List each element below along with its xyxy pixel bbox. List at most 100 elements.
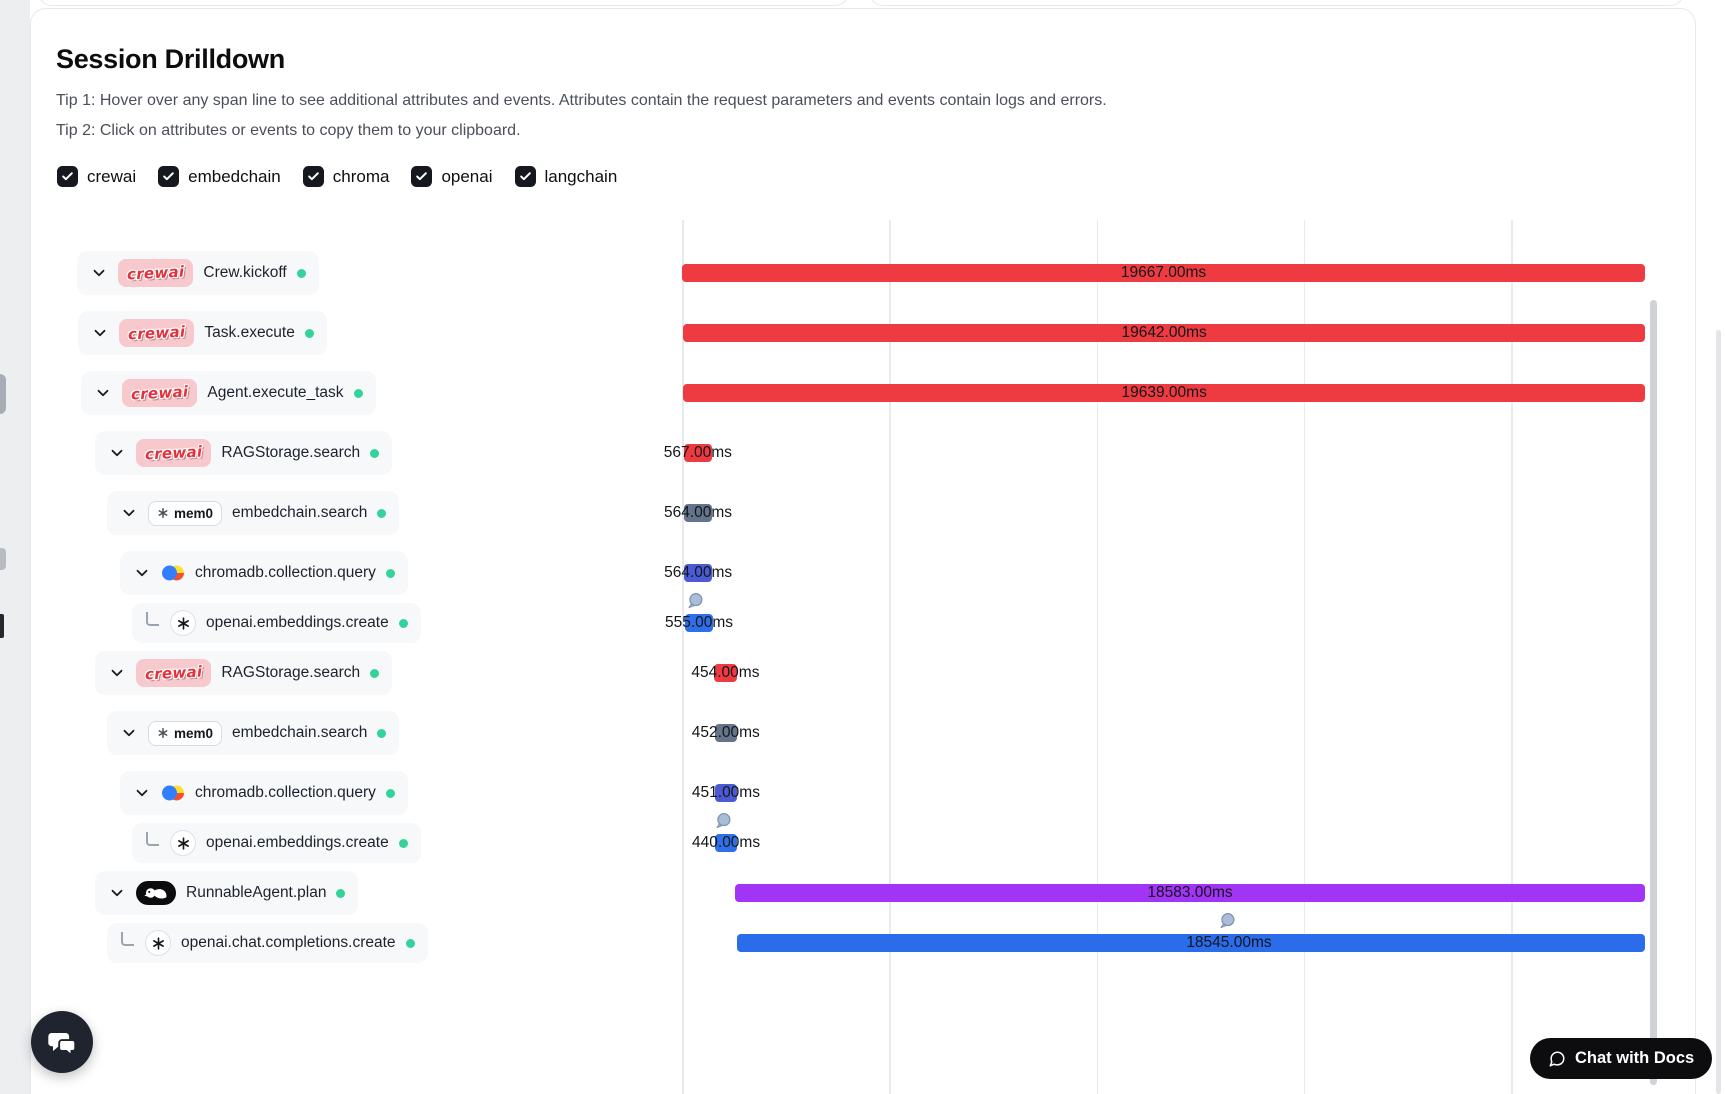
span-duration-bar[interactable] xyxy=(684,564,712,582)
span-duration-bar[interactable] xyxy=(684,504,712,522)
filter-label: chroma xyxy=(332,166,390,186)
span-pill[interactable]: crewai Task.execute xyxy=(78,311,327,355)
span-name: embedchain.search xyxy=(232,504,368,521)
filter-langchain[interactable]: langchain xyxy=(514,166,618,187)
chevron-down-icon[interactable] xyxy=(133,564,151,582)
checkbox-chroma[interactable] xyxy=(302,166,324,187)
span-pill[interactable]: mem0 embedchain.search xyxy=(107,491,400,535)
crewai-logo-badge: crewai xyxy=(136,439,212,467)
span-duration-bar[interactable] xyxy=(683,444,712,462)
span-duration-bar[interactable] xyxy=(714,664,737,682)
filter-chroma[interactable]: chroma xyxy=(302,166,390,187)
span-name: chromadb.collection.query xyxy=(195,784,376,801)
span-name: openai.embeddings.create xyxy=(206,834,389,851)
chevron-down-icon[interactable] xyxy=(133,784,151,802)
check-icon xyxy=(307,172,319,181)
status-dot xyxy=(304,328,314,338)
mem0-logo-badge: mem0 xyxy=(148,720,223,746)
span-duration-bar[interactable] xyxy=(736,934,1645,952)
filter-crewai[interactable]: crewai xyxy=(57,166,136,187)
chat-icon xyxy=(1549,1050,1565,1066)
chevron-down-icon[interactable] xyxy=(120,724,138,742)
span-duration-bar[interactable] xyxy=(683,324,1645,342)
checkbox-openai[interactable] xyxy=(411,166,433,187)
chart-scrollbar-thumb[interactable] xyxy=(1650,300,1657,1085)
page-title: Session Drilldown xyxy=(56,44,285,74)
chevron-down-icon[interactable] xyxy=(90,264,108,282)
chevron-down-icon[interactable] xyxy=(91,324,109,342)
span-duration-bar[interactable] xyxy=(715,834,737,852)
event-bubble-icon[interactable] xyxy=(1218,912,1236,935)
span-pill[interactable]: openai.chat.completions.create xyxy=(107,923,428,963)
chevron-down-icon[interactable] xyxy=(94,384,112,402)
sidebar-fragment-icon xyxy=(0,374,6,414)
span-duration-bar[interactable] xyxy=(714,784,737,802)
span-pill[interactable]: chromadb.collection.query xyxy=(120,551,408,595)
timeline-gridline xyxy=(1096,220,1098,1094)
filter-label: openai xyxy=(441,166,493,186)
span-pill[interactable]: crewai Agent.execute_task xyxy=(81,371,376,415)
mem0-logo-icon xyxy=(158,728,168,738)
status-dot xyxy=(377,728,387,738)
crewai-logo-badge: crewai xyxy=(136,659,212,687)
span-duration-bar[interactable] xyxy=(714,724,737,742)
status-dot xyxy=(370,448,380,458)
duration-label: 564.00ms xyxy=(663,504,733,521)
chevron-down-icon[interactable] xyxy=(120,504,138,522)
filter-embedchain[interactable]: embedchain xyxy=(158,166,281,187)
span-name: Crew.kickoff xyxy=(203,264,287,281)
chat-widget-button[interactable] xyxy=(31,1011,93,1073)
span-name: chromadb.collection.query xyxy=(195,564,376,581)
span-pill[interactable]: crewai Crew.kickoff xyxy=(77,251,319,295)
chevron-down-icon[interactable] xyxy=(108,664,126,682)
tip-2: Tip 2: Click on attributes or events to … xyxy=(56,122,521,139)
span-pill[interactable]: chromadb.collection.query xyxy=(120,771,408,815)
span-pill[interactable]: crewai RAGStorage.search xyxy=(95,431,393,475)
mem0-logo-icon xyxy=(158,508,168,518)
span-name: openai.chat.completions.create xyxy=(181,934,396,951)
filter-label: crewai xyxy=(87,166,137,186)
page-scrollbar-thumb[interactable] xyxy=(1716,330,1721,1094)
span-name: Task.execute xyxy=(204,324,295,341)
span-duration-bar[interactable] xyxy=(682,264,1645,282)
chroma-logo-icon xyxy=(161,781,185,805)
checkbox-embedchain[interactable] xyxy=(158,166,180,187)
timeline-gridline xyxy=(1303,220,1306,1094)
event-bubble-icon[interactable] xyxy=(714,812,732,835)
check-icon xyxy=(416,172,428,181)
chat-with-docs-label: Chat with Docs xyxy=(1575,1049,1695,1067)
parrot-icon xyxy=(144,888,167,899)
status-dot xyxy=(398,838,408,848)
crewai-logo-badge: crewai xyxy=(119,319,195,347)
left-sidebar-strip xyxy=(0,0,30,1094)
span-pill[interactable]: openai.embeddings.create xyxy=(132,823,421,863)
timeline-gridline xyxy=(889,220,891,1094)
span-name: RAGStorage.search xyxy=(221,444,361,461)
duration-label: 18583.00ms xyxy=(1147,884,1233,901)
span-pill[interactable]: openai.embeddings.create xyxy=(132,603,421,643)
timeline-gridline xyxy=(682,220,684,1094)
filter-label: langchain xyxy=(544,166,618,186)
span-duration-bar[interactable] xyxy=(735,884,1645,902)
span-duration-bar[interactable] xyxy=(683,384,1645,402)
span-duration-bar[interactable] xyxy=(685,614,713,632)
event-bubble-icon[interactable] xyxy=(686,592,704,615)
duration-label: 452.00ms xyxy=(691,724,760,741)
status-dot xyxy=(385,568,395,578)
span-pill[interactable]: crewai RAGStorage.search xyxy=(95,651,393,695)
duration-label: 440.00ms xyxy=(692,834,761,851)
check-icon xyxy=(163,172,174,181)
mem0-logo-badge: mem0 xyxy=(148,500,223,526)
span-pill[interactable]: mem0 embedchain.search xyxy=(107,711,400,755)
chevron-down-icon[interactable] xyxy=(108,884,126,902)
filter-openai[interactable]: openai xyxy=(411,166,493,187)
elbow-connector-icon xyxy=(146,832,159,846)
chevron-down-icon[interactable] xyxy=(108,444,126,462)
chat-with-docs-button[interactable]: Chat with Docs xyxy=(1530,1038,1713,1079)
top-right-card xyxy=(869,0,1684,6)
checkbox-crewai[interactable] xyxy=(57,166,78,187)
openai-logo-icon xyxy=(177,616,189,630)
duration-label: 555.00ms xyxy=(664,614,734,631)
span-pill[interactable]: RunnableAgent.plan xyxy=(95,871,359,915)
checkbox-langchain[interactable] xyxy=(514,166,536,187)
